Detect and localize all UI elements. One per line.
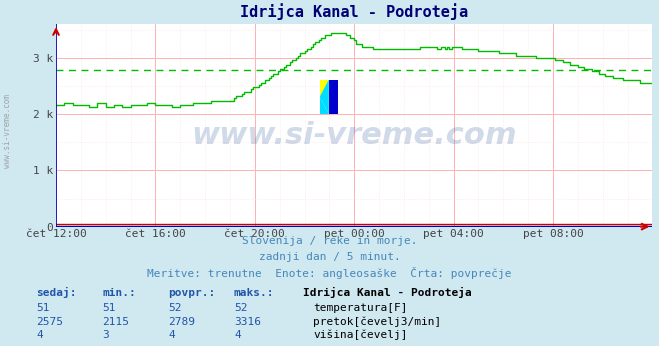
Text: 2115: 2115 bbox=[102, 317, 129, 327]
Text: 4: 4 bbox=[234, 330, 241, 340]
Text: 3: 3 bbox=[102, 330, 109, 340]
Text: www.si-vreme.com: www.si-vreme.com bbox=[3, 94, 13, 169]
Title: Idrijca Kanal - Podroteja: Idrijca Kanal - Podroteja bbox=[240, 3, 469, 20]
Text: Idrijca Kanal - Podroteja: Idrijca Kanal - Podroteja bbox=[303, 287, 472, 298]
Text: temperatura[F]: temperatura[F] bbox=[313, 303, 407, 313]
Text: Slovenija / reke in morje.: Slovenija / reke in morje. bbox=[242, 236, 417, 246]
Text: min.:: min.: bbox=[102, 288, 136, 298]
Text: maks.:: maks.: bbox=[234, 288, 274, 298]
Text: Meritve: trenutne  Enote: angleosaške  Črta: povprečje: Meritve: trenutne Enote: angleosaške Črt… bbox=[147, 267, 512, 279]
Text: www.si-vreme.com: www.si-vreme.com bbox=[191, 121, 517, 150]
Text: 3316: 3316 bbox=[234, 317, 261, 327]
Text: zadnji dan / 5 minut.: zadnji dan / 5 minut. bbox=[258, 252, 401, 262]
Text: 4: 4 bbox=[36, 330, 43, 340]
Text: 52: 52 bbox=[234, 303, 247, 313]
Polygon shape bbox=[320, 97, 329, 114]
Text: povpr.:: povpr.: bbox=[168, 288, 215, 298]
Text: 51: 51 bbox=[36, 303, 49, 313]
Text: sedaj:: sedaj: bbox=[36, 287, 76, 298]
Text: pretok[čevelj3/min]: pretok[čevelj3/min] bbox=[313, 316, 442, 327]
Text: 2789: 2789 bbox=[168, 317, 195, 327]
Text: 51: 51 bbox=[102, 303, 115, 313]
Polygon shape bbox=[320, 80, 329, 114]
Text: 4: 4 bbox=[168, 330, 175, 340]
Text: 52: 52 bbox=[168, 303, 181, 313]
Text: 2575: 2575 bbox=[36, 317, 63, 327]
Polygon shape bbox=[320, 80, 329, 97]
Polygon shape bbox=[329, 80, 338, 114]
Text: višina[čevelj]: višina[čevelj] bbox=[313, 329, 407, 340]
